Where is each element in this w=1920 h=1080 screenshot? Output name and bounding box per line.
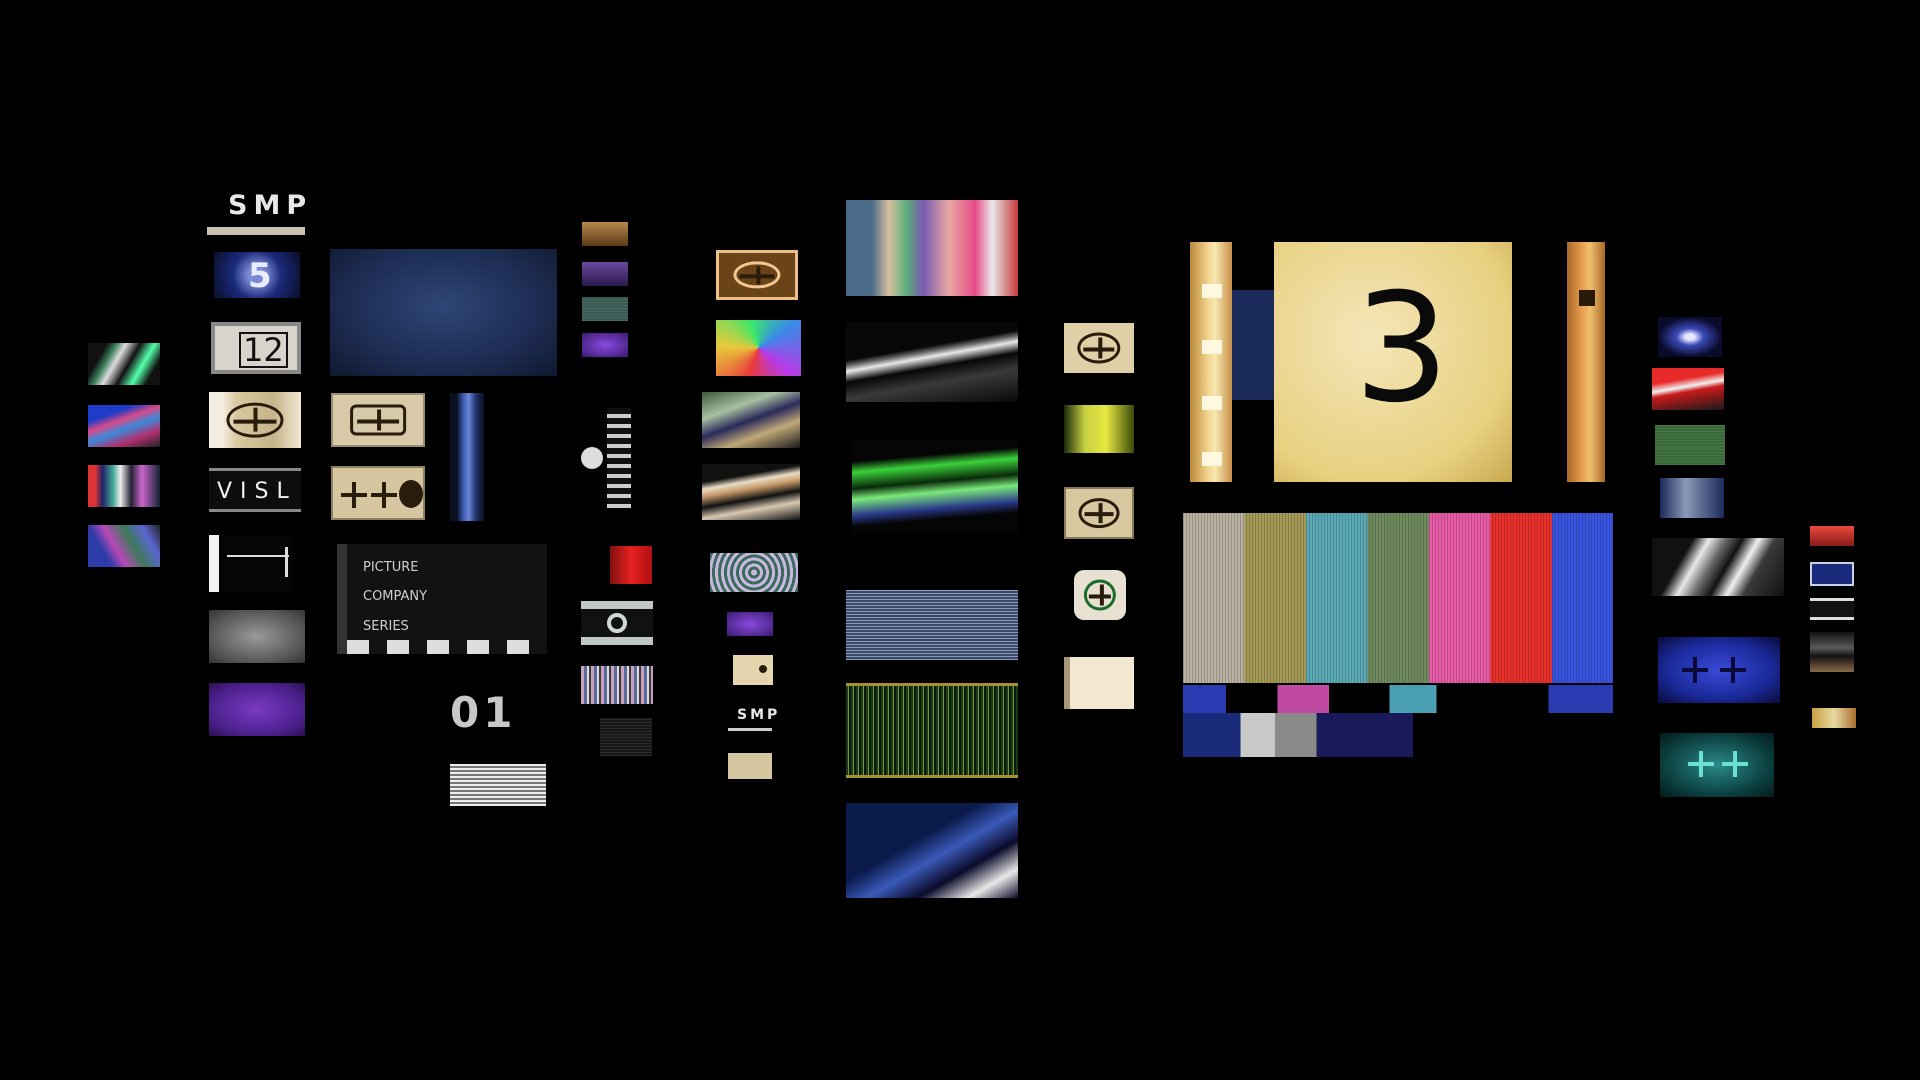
plus-icon xyxy=(1688,751,1714,777)
diamond-tile xyxy=(1658,317,1722,357)
leader-bar xyxy=(207,227,305,235)
color-bars-test-pattern xyxy=(1183,513,1613,683)
wave-tile xyxy=(702,464,800,520)
dark-blue-tile xyxy=(1660,478,1724,518)
smp-small-bar xyxy=(728,728,772,731)
countdown-5-frame: 5 xyxy=(214,252,300,298)
ruler-line xyxy=(227,555,289,557)
blue-cross-tile xyxy=(1658,637,1780,703)
plus-icon xyxy=(1682,657,1708,683)
crosshair-icon xyxy=(226,402,284,438)
picture-text: PICTURE xyxy=(363,560,419,575)
counter-01-text: 01 xyxy=(450,688,517,737)
red-wave-tile xyxy=(1652,368,1724,410)
swirl-tile xyxy=(702,392,800,448)
green-noise-tile xyxy=(846,683,1018,778)
barcode-chip xyxy=(581,666,653,704)
blue-chip-small xyxy=(1810,562,1854,586)
circle-mark-icon xyxy=(399,480,423,508)
film-edge-right xyxy=(1567,242,1605,482)
glitch-thumb-3 xyxy=(88,465,160,507)
color-bars-lower-strip xyxy=(1183,685,1613,713)
visl-frame: VISL xyxy=(209,468,301,512)
blue-strip xyxy=(450,393,484,521)
smp-label: SMP xyxy=(228,190,313,221)
countdown-12-number: 12 xyxy=(239,332,288,368)
sprocket-strip xyxy=(347,640,547,654)
static-strip xyxy=(450,764,546,806)
smp-small-label: SMP xyxy=(737,707,781,723)
purple-chip xyxy=(582,333,628,357)
glitch-thumb-4 xyxy=(88,525,160,567)
gray-frame xyxy=(209,610,305,663)
series-text: SERIES xyxy=(363,619,409,634)
ruler-tick xyxy=(285,547,288,577)
film-edge-left xyxy=(1190,242,1232,482)
white-chip-small xyxy=(1810,598,1854,620)
noise-tile xyxy=(846,590,1018,660)
bars-noise-overlay xyxy=(1183,513,1613,683)
green-glitch-tile xyxy=(852,440,1018,534)
film-edge-holes xyxy=(1202,242,1222,482)
white-dot xyxy=(581,447,603,469)
film-edge-mark xyxy=(1579,290,1595,306)
streak-tile xyxy=(846,322,1018,402)
countdown-3-number: 3 xyxy=(1354,262,1450,436)
crosshair-icon xyxy=(733,261,781,289)
plus-icon xyxy=(371,482,397,508)
teal-cross-tile xyxy=(1660,733,1774,797)
green-static-tile xyxy=(1655,425,1725,465)
purple-pill xyxy=(727,612,773,636)
countdown-5-number: 5 xyxy=(248,256,272,296)
crosshair-icon xyxy=(1083,579,1117,611)
crosshair-leader-2 xyxy=(331,393,425,447)
crosshair-icon xyxy=(1078,498,1120,528)
amber-chip-small xyxy=(1812,708,1856,728)
bracket-chip xyxy=(581,601,653,645)
cream-frame xyxy=(1064,657,1134,709)
crosshair-leader-4 xyxy=(1064,323,1134,373)
countdown-3-frame: 3 xyxy=(1274,242,1512,482)
crosshair-icon xyxy=(1077,332,1121,364)
red-chip xyxy=(610,546,652,584)
color-bars-bottom-strip xyxy=(1183,713,1413,757)
visl-text: VISL xyxy=(217,479,297,504)
green-cross-tile xyxy=(1074,570,1126,620)
double-cross-leader xyxy=(331,466,425,520)
amber-chip xyxy=(582,222,628,246)
rainbow-tile xyxy=(716,320,801,376)
purple-frame xyxy=(209,683,305,736)
teeth-strip xyxy=(607,408,631,508)
crosshair-leader-5 xyxy=(1064,487,1134,539)
dark-static-chip xyxy=(600,718,652,756)
countdown-12-frame: 12 xyxy=(211,322,301,374)
plus-icon xyxy=(1720,657,1746,683)
blue-streak-tile xyxy=(846,803,1018,898)
company-text: COMPANY xyxy=(363,589,428,604)
plus-icon xyxy=(341,482,367,508)
bracket-center xyxy=(607,613,627,633)
gray-chip-small xyxy=(1810,632,1854,672)
crosshair-leader-3 xyxy=(716,250,798,300)
rgb-glitch-tile xyxy=(846,200,1018,296)
ruler-leader-frame xyxy=(209,535,293,592)
teal-chip xyxy=(582,297,628,321)
blue-screen-frame xyxy=(330,249,557,376)
violet-chip xyxy=(582,262,628,286)
plus-icon xyxy=(1722,751,1748,777)
pattern-tile xyxy=(710,553,798,592)
counter-01-frame: 01 xyxy=(448,688,532,740)
double-cross-small xyxy=(728,753,772,779)
red-chip-small xyxy=(1810,526,1854,546)
cream-chip xyxy=(733,655,773,685)
chrome-streak-tile xyxy=(1652,538,1784,596)
crosshair-icon xyxy=(350,404,406,436)
yellow-cross-tile xyxy=(1064,405,1134,453)
glitch-thumb-1 xyxy=(88,343,160,385)
title-card-frame: PICTURE COMPANY SERIES xyxy=(337,544,547,654)
film-gap-blue xyxy=(1232,290,1274,400)
crosshair-leader-1 xyxy=(209,392,301,448)
cream-dot xyxy=(759,665,767,673)
glitch-thumb-2 xyxy=(88,405,160,447)
